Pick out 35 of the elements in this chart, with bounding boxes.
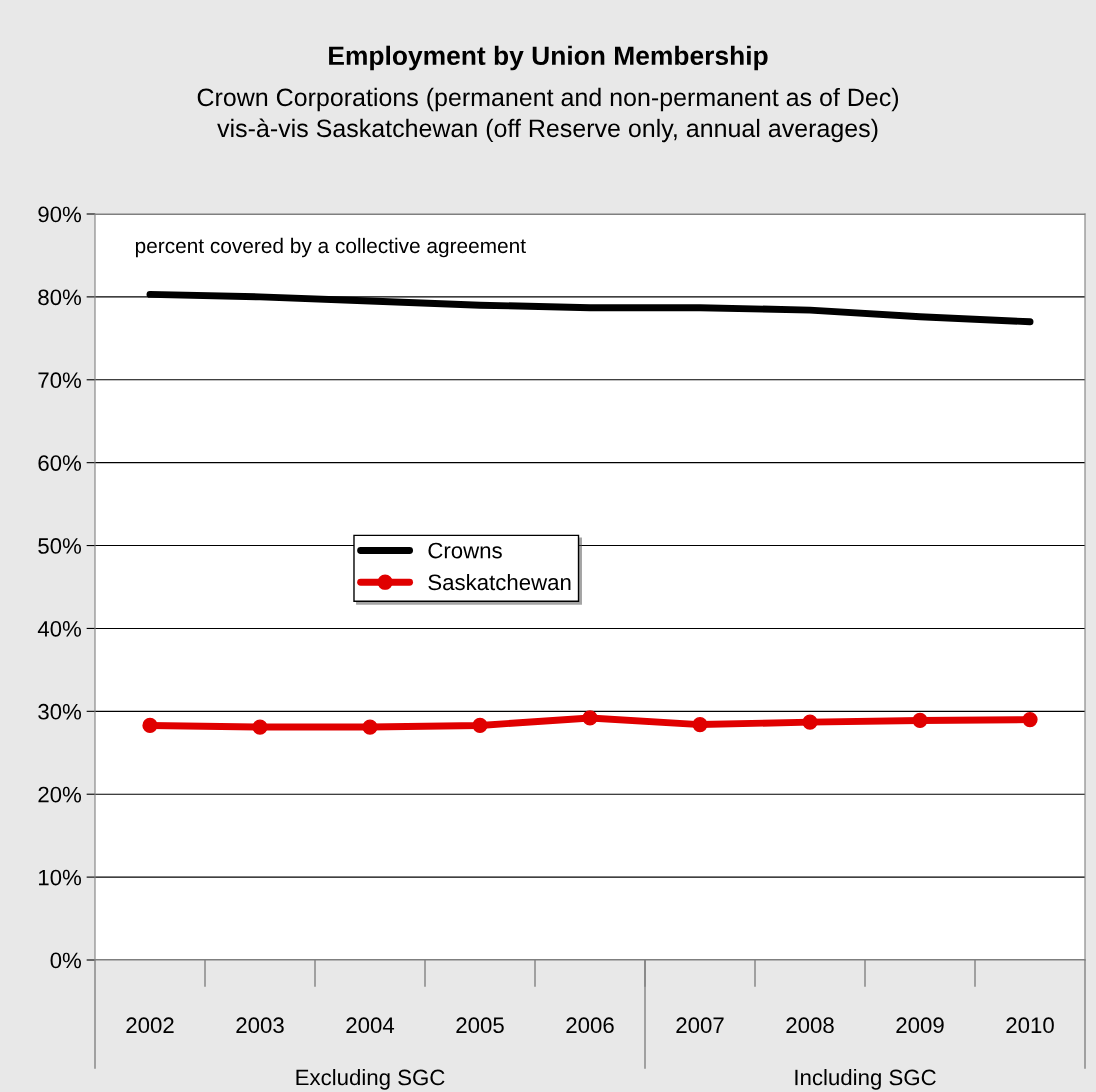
y-tick-label: 0% [50,952,82,969]
point [582,710,598,726]
x-tick-label: 2004 [346,1017,395,1034]
x-tick-label: 2010 [1006,1017,1054,1034]
y-tick-label: 30% [38,703,82,720]
x-tick-label: 2005 [456,1017,504,1034]
legend-label: Saskatchewan [428,573,571,591]
chart-title: Employment by Union Membership [329,45,768,71]
point [252,719,268,735]
x-tick-label: 2006 [566,1017,614,1034]
point [142,717,158,734]
legend-label: Crowns [428,542,502,559]
y-tick-label: 20% [38,786,82,803]
y-tick-label: 90% [38,206,82,223]
y-tick-label: 50% [38,538,82,554]
point [1022,711,1038,728]
point [692,716,708,733]
point [912,712,928,729]
annotation: percent covered by a collective agreement [135,237,526,258]
point [472,717,488,734]
y-tick-label: 10% [39,869,82,886]
y-tick-label: 80% [38,289,82,306]
y-tick-label: 70% [38,372,82,389]
y-tick-label: 60% [38,455,82,471]
point [802,714,818,730]
x-tick-label: 2009 [896,1017,944,1034]
x-tick-label: 2008 [786,1017,834,1034]
x-tick-label: 2007 [676,1017,724,1034]
chart-subtitle: Crown Corporations (permanent and non-permanent as of Dec) vis-à-vis Saskatchewan (off Reserve only, annual averages) [197,87,899,143]
text: Excluding SGC [296,1069,445,1090]
x-tick-label: 2003 [236,1017,284,1034]
x-tick-label: 2002 [126,1017,174,1034]
point [362,719,378,735]
y-tick-label: 40% [37,620,82,637]
text: Including SGC [795,1069,936,1090]
